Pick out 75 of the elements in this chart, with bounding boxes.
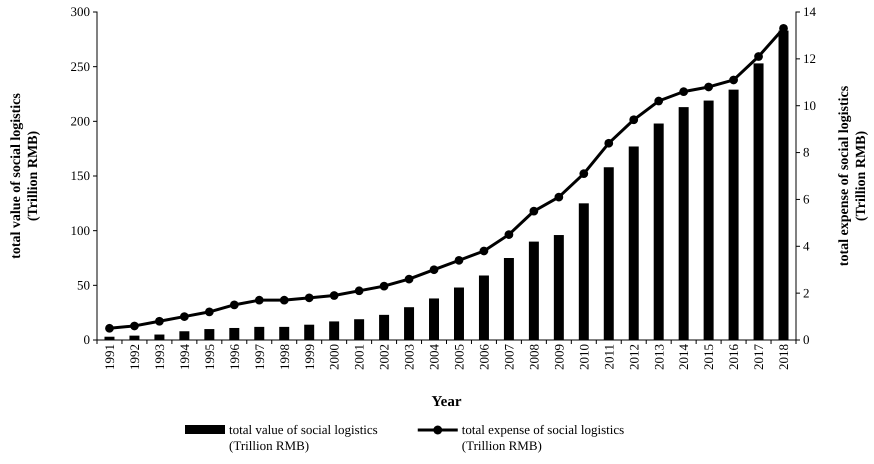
legend-label: total value of social logistics (Trillion RMB): [229, 422, 378, 453]
point: [254, 296, 264, 305]
x-axis-title: Year: [432, 394, 462, 410]
point: [554, 192, 564, 202]
y-tick-label: 300: [70, 4, 90, 20]
y-tick-label: 200: [70, 113, 90, 128]
point: [230, 300, 239, 310]
point: [754, 52, 763, 61]
point: [679, 87, 688, 96]
x-tick-label: 1996: [226, 344, 242, 370]
x-tick-label: 2016: [726, 344, 742, 370]
x-tick-label: 2003: [402, 344, 417, 370]
point: [629, 115, 638, 124]
y-tick-label: 100: [70, 222, 90, 238]
x-tick-label: 2002: [376, 344, 392, 370]
point: [330, 291, 339, 300]
x-tick-label: 2012: [626, 344, 642, 370]
x-tick-label: 1991: [102, 344, 118, 370]
y2-tick-label: 14: [803, 4, 816, 20]
point: [504, 230, 514, 239]
point: [654, 96, 664, 106]
x-tick-label: 2014: [676, 344, 692, 370]
point: [130, 322, 139, 330]
x-tick-label: 2010: [576, 344, 592, 370]
x-tick-label: 2018: [776, 344, 792, 370]
point: [729, 76, 738, 84]
y-tick-label: 50: [77, 277, 90, 292]
x-tick-label: 1992: [126, 344, 142, 370]
point: [155, 316, 164, 326]
x-tick-label: 2005: [452, 344, 467, 370]
y2-tick-label: 0: [803, 332, 810, 348]
point: [304, 293, 314, 302]
x-tick-label: 2013: [651, 344, 666, 370]
y2-tick-label: 8: [803, 144, 810, 160]
point: [354, 286, 364, 296]
legend-label: total expense of social logistics (Trillion RMB): [462, 422, 624, 453]
point: [604, 138, 614, 148]
x-tick-label: 2001: [352, 344, 367, 370]
y-axis-title: total value of social logistics (Trillion RMB): [9, 92, 41, 259]
point: [579, 169, 588, 178]
x-tick-label: 1997: [252, 344, 267, 370]
x-tick-label: 1995: [202, 344, 217, 370]
x-tick-label: 1993: [152, 344, 167, 370]
y2-tick-label: 6: [803, 192, 810, 207]
y-tick-label: 150: [70, 168, 90, 184]
y2-axis-title: total expense of social logistics (Trillion RMB): [837, 85, 869, 266]
y2-tick-label: 10: [803, 98, 816, 113]
y2-tick-label: 4: [803, 238, 810, 254]
point: [430, 265, 438, 274]
x-tick-label: 2009: [551, 344, 566, 370]
x-tick-label: 1998: [276, 344, 292, 370]
point: [280, 296, 289, 305]
y-tick-label: 0: [84, 332, 90, 348]
x-tick-label: 1999: [302, 344, 317, 370]
point: [105, 324, 114, 333]
point: [704, 82, 713, 92]
point: [204, 308, 214, 316]
point: [454, 256, 464, 265]
x-tick-label: 2008: [526, 344, 542, 370]
x-tick-label: 2006: [476, 344, 492, 370]
point: [404, 274, 414, 284]
x-tick-label: 1994: [176, 344, 192, 370]
x-tick-label: 2017: [751, 344, 766, 370]
x-tick-label: 2000: [326, 344, 342, 370]
point: [180, 312, 189, 321]
x-tick-label: 2004: [426, 344, 442, 370]
x-tick-label: 2007: [501, 344, 516, 370]
point: [480, 246, 488, 256]
point: [380, 282, 388, 290]
y-tick-label: 250: [70, 58, 90, 74]
y2-tick-label: 2: [803, 285, 810, 300]
x-tick-label: 2011: [601, 344, 616, 370]
x-tick-label: 2015: [701, 344, 716, 370]
point: [530, 206, 538, 216]
y2-tick-label: 12: [803, 51, 816, 66]
